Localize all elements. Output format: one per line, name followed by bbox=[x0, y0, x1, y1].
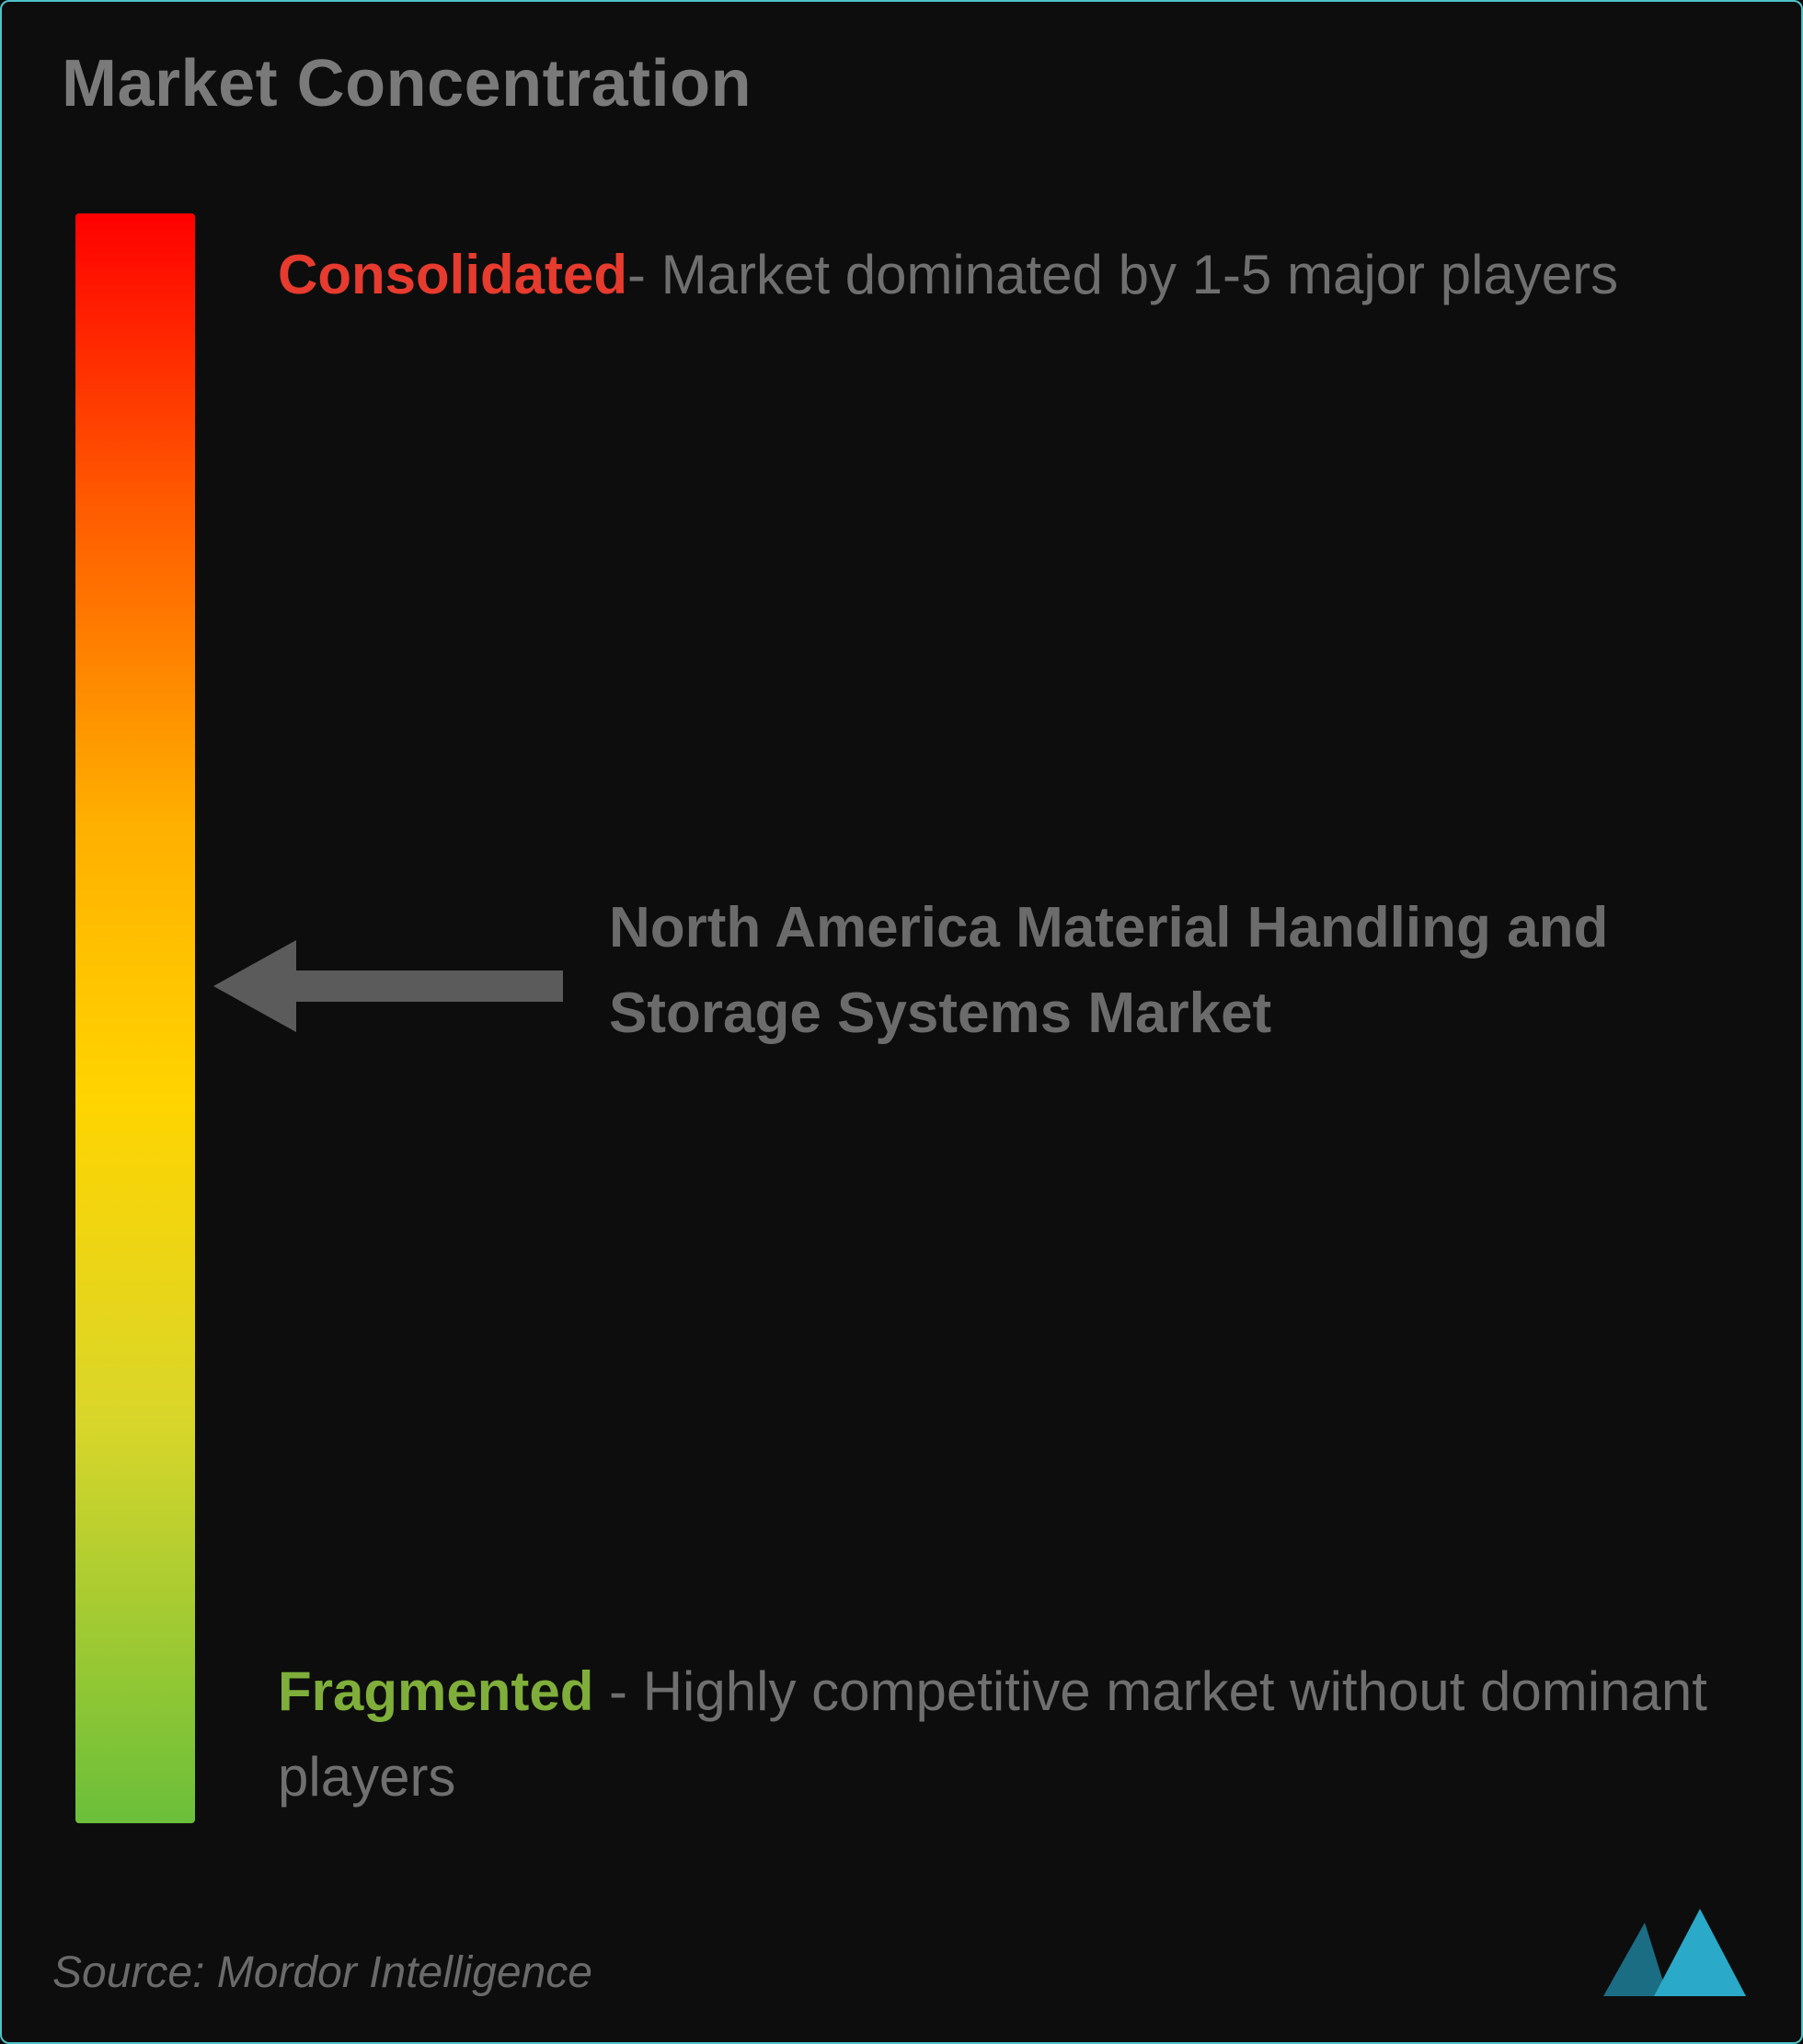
fragmented-keyword: Fragmented bbox=[278, 1660, 593, 1722]
market-concentration-card: Market Concentration Consolidated- Marke… bbox=[0, 0, 1803, 2044]
arrow-left-icon bbox=[213, 931, 581, 1041]
mordor-logo bbox=[1594, 1904, 1751, 2005]
source-attribution: Source: Mordor Intelligence bbox=[52, 1947, 592, 1998]
logo-icon bbox=[1594, 1904, 1751, 2005]
chart-title: Market Concentration bbox=[62, 46, 752, 121]
fragmented-label: Fragmented - Highly competitive market w… bbox=[278, 1648, 1737, 1820]
consolidated-label: Consolidated- Market dominated by 1-5 ma… bbox=[278, 232, 1737, 317]
consolidated-description: - Market dominated by 1-5 major players bbox=[627, 244, 1618, 305]
consolidated-keyword: Consolidated bbox=[278, 244, 627, 305]
market-pointer-arrow bbox=[213, 931, 581, 1041]
concentration-gradient-bar bbox=[75, 213, 195, 1823]
market-pointer-label: North America Material Handling and Stor… bbox=[609, 885, 1737, 1056]
